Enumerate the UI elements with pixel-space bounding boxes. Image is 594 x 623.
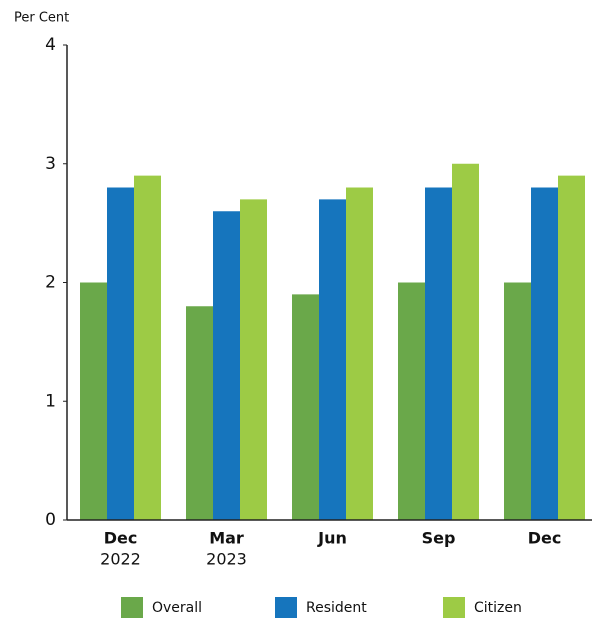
x-tick-label: Dec (528, 529, 562, 548)
bar (425, 187, 452, 520)
x-tick-label: Jun (317, 529, 347, 548)
bar (80, 282, 107, 520)
x-tick-label: Mar (209, 529, 244, 548)
bar (213, 211, 240, 520)
bar (531, 187, 558, 520)
bar (452, 163, 479, 520)
y-tick-label: 2 (45, 273, 56, 293)
bar (504, 282, 531, 520)
bar (292, 294, 319, 520)
bar (346, 187, 373, 520)
y-tick-label: 0 (45, 510, 56, 530)
bar (398, 282, 425, 520)
y-axis-label: Per Cent (14, 11, 69, 26)
legend-swatch (275, 597, 297, 618)
bar (134, 175, 161, 520)
y-tick-label: 1 (45, 391, 56, 411)
bar (319, 199, 346, 520)
x-tick-label: Dec (104, 529, 138, 548)
bar (107, 187, 134, 520)
legend-label: Citizen (474, 600, 522, 616)
y-tick-label: 3 (45, 154, 56, 174)
x-tick-sublabel: 2023 (206, 550, 247, 569)
x-tick-label: Sep (422, 529, 456, 548)
legend-swatch (443, 597, 465, 618)
legend-label: Overall (152, 600, 202, 616)
y-tick-label: 4 (45, 35, 56, 55)
bar (186, 306, 213, 520)
bar (240, 199, 267, 520)
x-tick-sublabel: 2022 (100, 550, 141, 569)
legend-swatch (121, 597, 143, 618)
legend-label: Resident (306, 600, 367, 616)
bar (558, 175, 585, 520)
